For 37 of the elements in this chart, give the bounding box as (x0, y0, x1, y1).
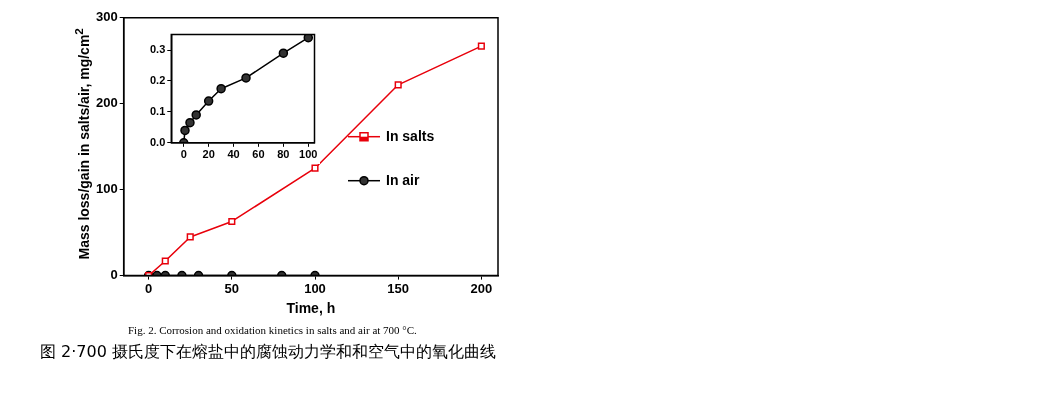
x-axis-title: Time, h (286, 300, 336, 317)
point (241, 73, 251, 83)
x-tick-label: 100 (299, 148, 318, 161)
y-tick-label: 0.3 (149, 43, 166, 56)
legend-label: In salts (386, 127, 435, 144)
point (186, 233, 194, 241)
point (191, 110, 201, 120)
y-tick-label: 0.1 (149, 104, 166, 117)
x-tick-label: 40 (227, 148, 240, 161)
x-tick-label: 100 (304, 280, 326, 296)
y-tick-label: 300 (95, 9, 118, 25)
y-tick-label: 0.0 (149, 135, 166, 148)
y-tick-label: 200 (95, 95, 118, 111)
point (216, 83, 226, 94)
x-tick-label: 50 (224, 280, 240, 296)
point (185, 117, 195, 128)
point (303, 34, 314, 43)
caption: Fig. 2. Corrosion and oxidation kinetics in salts and air at 700 °C. (128, 324, 418, 336)
y-tick-label: 0.2 (149, 74, 166, 86)
y-tick-label: 100 (95, 181, 118, 197)
point (161, 257, 169, 265)
x-tick-label: 150 (387, 280, 410, 296)
point (477, 42, 485, 50)
x-tick-label: 60 (252, 148, 265, 161)
point (311, 164, 319, 172)
x-tick-label: 80 (277, 148, 290, 161)
point (394, 81, 402, 89)
x-tick-label: 0 (180, 148, 187, 161)
x-tick-label: 20 (202, 148, 215, 161)
legend-label: In air (386, 171, 421, 188)
point (228, 217, 236, 226)
point (278, 48, 289, 58)
point (203, 96, 214, 106)
y-tick-label: 0 (110, 267, 118, 283)
x-tick-label: 200 (470, 280, 493, 296)
caption: 图 2·700 摄氏度下在熔盐中的腐蚀动力学和和空气中的氧化曲线 (40, 342, 497, 363)
point (180, 125, 190, 136)
